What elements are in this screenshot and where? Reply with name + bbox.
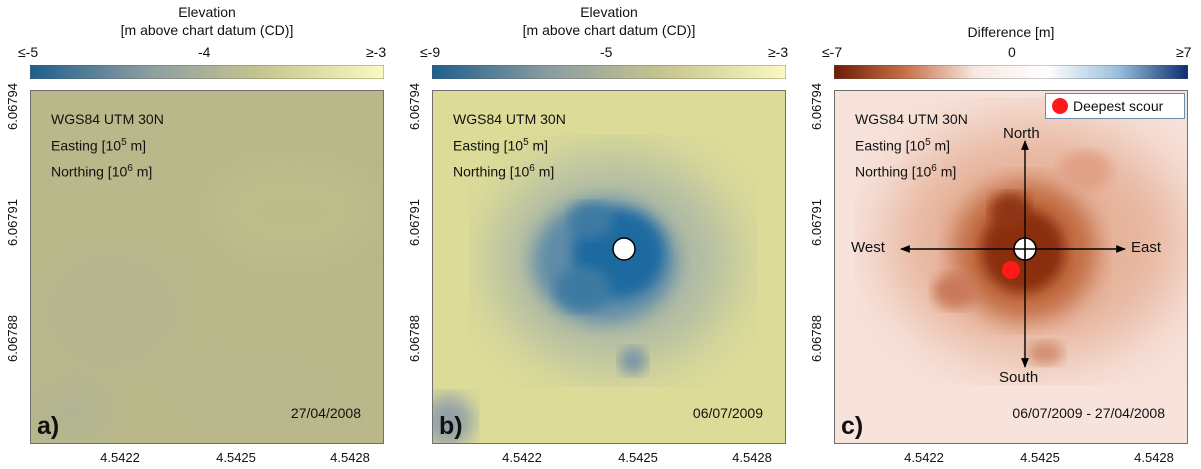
heatmap-plot: WGS84 UTM 30N Easting [105 m] Northing […: [432, 90, 786, 444]
x-tick-4.5425: 4.5425: [618, 450, 658, 465]
crs-label: WGS84 UTM 30N: [51, 111, 164, 127]
northing-unit-label: Northing [106 m]: [51, 163, 153, 180]
colorbar-tick-max: ≥7: [1176, 44, 1192, 60]
x-tick-4.5422: 4.5422: [100, 450, 140, 465]
scour-patch: [1027, 341, 1063, 365]
x-tick-4.5428: 4.5428: [732, 450, 772, 465]
northing-unit-label: Northing [106 m]: [855, 163, 957, 180]
panel-label: b): [439, 412, 463, 440]
deepest-scour-marker: [1002, 261, 1020, 279]
easting-unit-label: Easting [105 m]: [855, 137, 951, 154]
legend: Deepest scour: [1045, 93, 1185, 119]
colorbar-tick-mid: -5: [600, 44, 613, 60]
panel-label: a): [37, 412, 60, 440]
northing-unit-label: Northing [106 m]: [453, 163, 555, 180]
colorbar-title-line2: [m above chart datum (CD)]: [120, 22, 294, 38]
easting-unit-label: Easting [105 m]: [453, 137, 549, 154]
survey-date-range: 06/07/2009 - 27/04/2008: [1012, 405, 1165, 421]
colorbar-tick-mid: 0: [1008, 44, 1016, 60]
y-tick-6.06791: 6.06791: [407, 199, 422, 246]
y-tick-6.06794: 6.06794: [809, 83, 824, 130]
x-tick-4.5428: 4.5428: [1134, 450, 1174, 465]
direction-label-north: North: [1003, 125, 1040, 142]
y-tick-6.06794: 6.06794: [407, 83, 422, 130]
y-tick-6.06788: 6.06788: [809, 315, 824, 362]
x-tick-4.5425: 4.5425: [216, 450, 256, 465]
y-tick-6.06788: 6.06788: [407, 315, 422, 362]
scour-patch: [990, 193, 1030, 229]
colorbar-title-line2: [m above chart datum (CD)]: [522, 22, 696, 38]
survey-date: 06/07/2009: [692, 405, 763, 421]
colorbar-tick-min: ≤-7: [822, 44, 843, 60]
panel-label: c): [841, 412, 864, 440]
direction-label-east: East: [1131, 239, 1162, 256]
scour-lobe: [555, 267, 611, 311]
colorbar-tick-max: ≥-3: [366, 44, 387, 60]
direction-label-west: West: [851, 239, 885, 256]
colorbar-tick-max: ≥-3: [768, 44, 789, 60]
scour-patch: [433, 395, 474, 443]
x-tick-4.5428: 4.5428: [330, 450, 370, 465]
heatmap-plot: WGS84 UTM 30N Easting [105 m] Northing […: [834, 90, 1188, 444]
heatmap-plot: WGS84 UTM 30N Easting [105 m] Northing […: [30, 90, 384, 444]
easting-unit-label: Easting [105 m]: [51, 137, 147, 154]
y-tick-6.06791: 6.06791: [5, 199, 20, 246]
scour-patch: [619, 347, 647, 375]
colorbar-title-line1: Elevation: [580, 4, 638, 20]
colorbar: [432, 65, 786, 79]
panel-b: Elevation [m above chart datum (CD)] ≤-9…: [402, 0, 802, 469]
scour-patch: [1059, 151, 1111, 191]
x-tick-4.5425: 4.5425: [1020, 450, 1060, 465]
colorbar-tick-min: ≤-5: [18, 44, 39, 60]
legend-marker-icon: [1052, 98, 1068, 114]
monopile-marker: [612, 237, 636, 261]
scour-lobe: [569, 203, 613, 239]
colorbar-tick-min: ≤-9: [420, 44, 441, 60]
legend-label: Deepest scour: [1073, 98, 1164, 114]
colorbar: [30, 65, 384, 79]
crs-label: WGS84 UTM 30N: [855, 111, 968, 127]
colorbar-title: Difference [m]: [967, 24, 1055, 40]
colorbar: [834, 65, 1188, 79]
y-tick-6.06788: 6.06788: [5, 315, 20, 362]
direction-label-south: South: [999, 369, 1039, 386]
crs-label: WGS84 UTM 30N: [453, 111, 566, 127]
survey-date: 27/04/2008: [290, 405, 361, 421]
x-tick-4.5422: 4.5422: [502, 450, 542, 465]
x-tick-4.5422: 4.5422: [904, 450, 944, 465]
panel-a: Elevation [m above chart datum (CD)] ≤-5…: [0, 0, 400, 469]
colorbar-title-line1: Elevation: [178, 4, 236, 20]
panel-c: Difference [m] ≤-7 0 ≥7 6.06794 6.06791 …: [804, 0, 1201, 469]
y-tick-6.06791: 6.06791: [809, 199, 824, 246]
y-tick-6.06794: 6.06794: [5, 83, 20, 130]
colorbar-tick-mid: -4: [198, 44, 211, 60]
scour-patch: [933, 273, 977, 309]
